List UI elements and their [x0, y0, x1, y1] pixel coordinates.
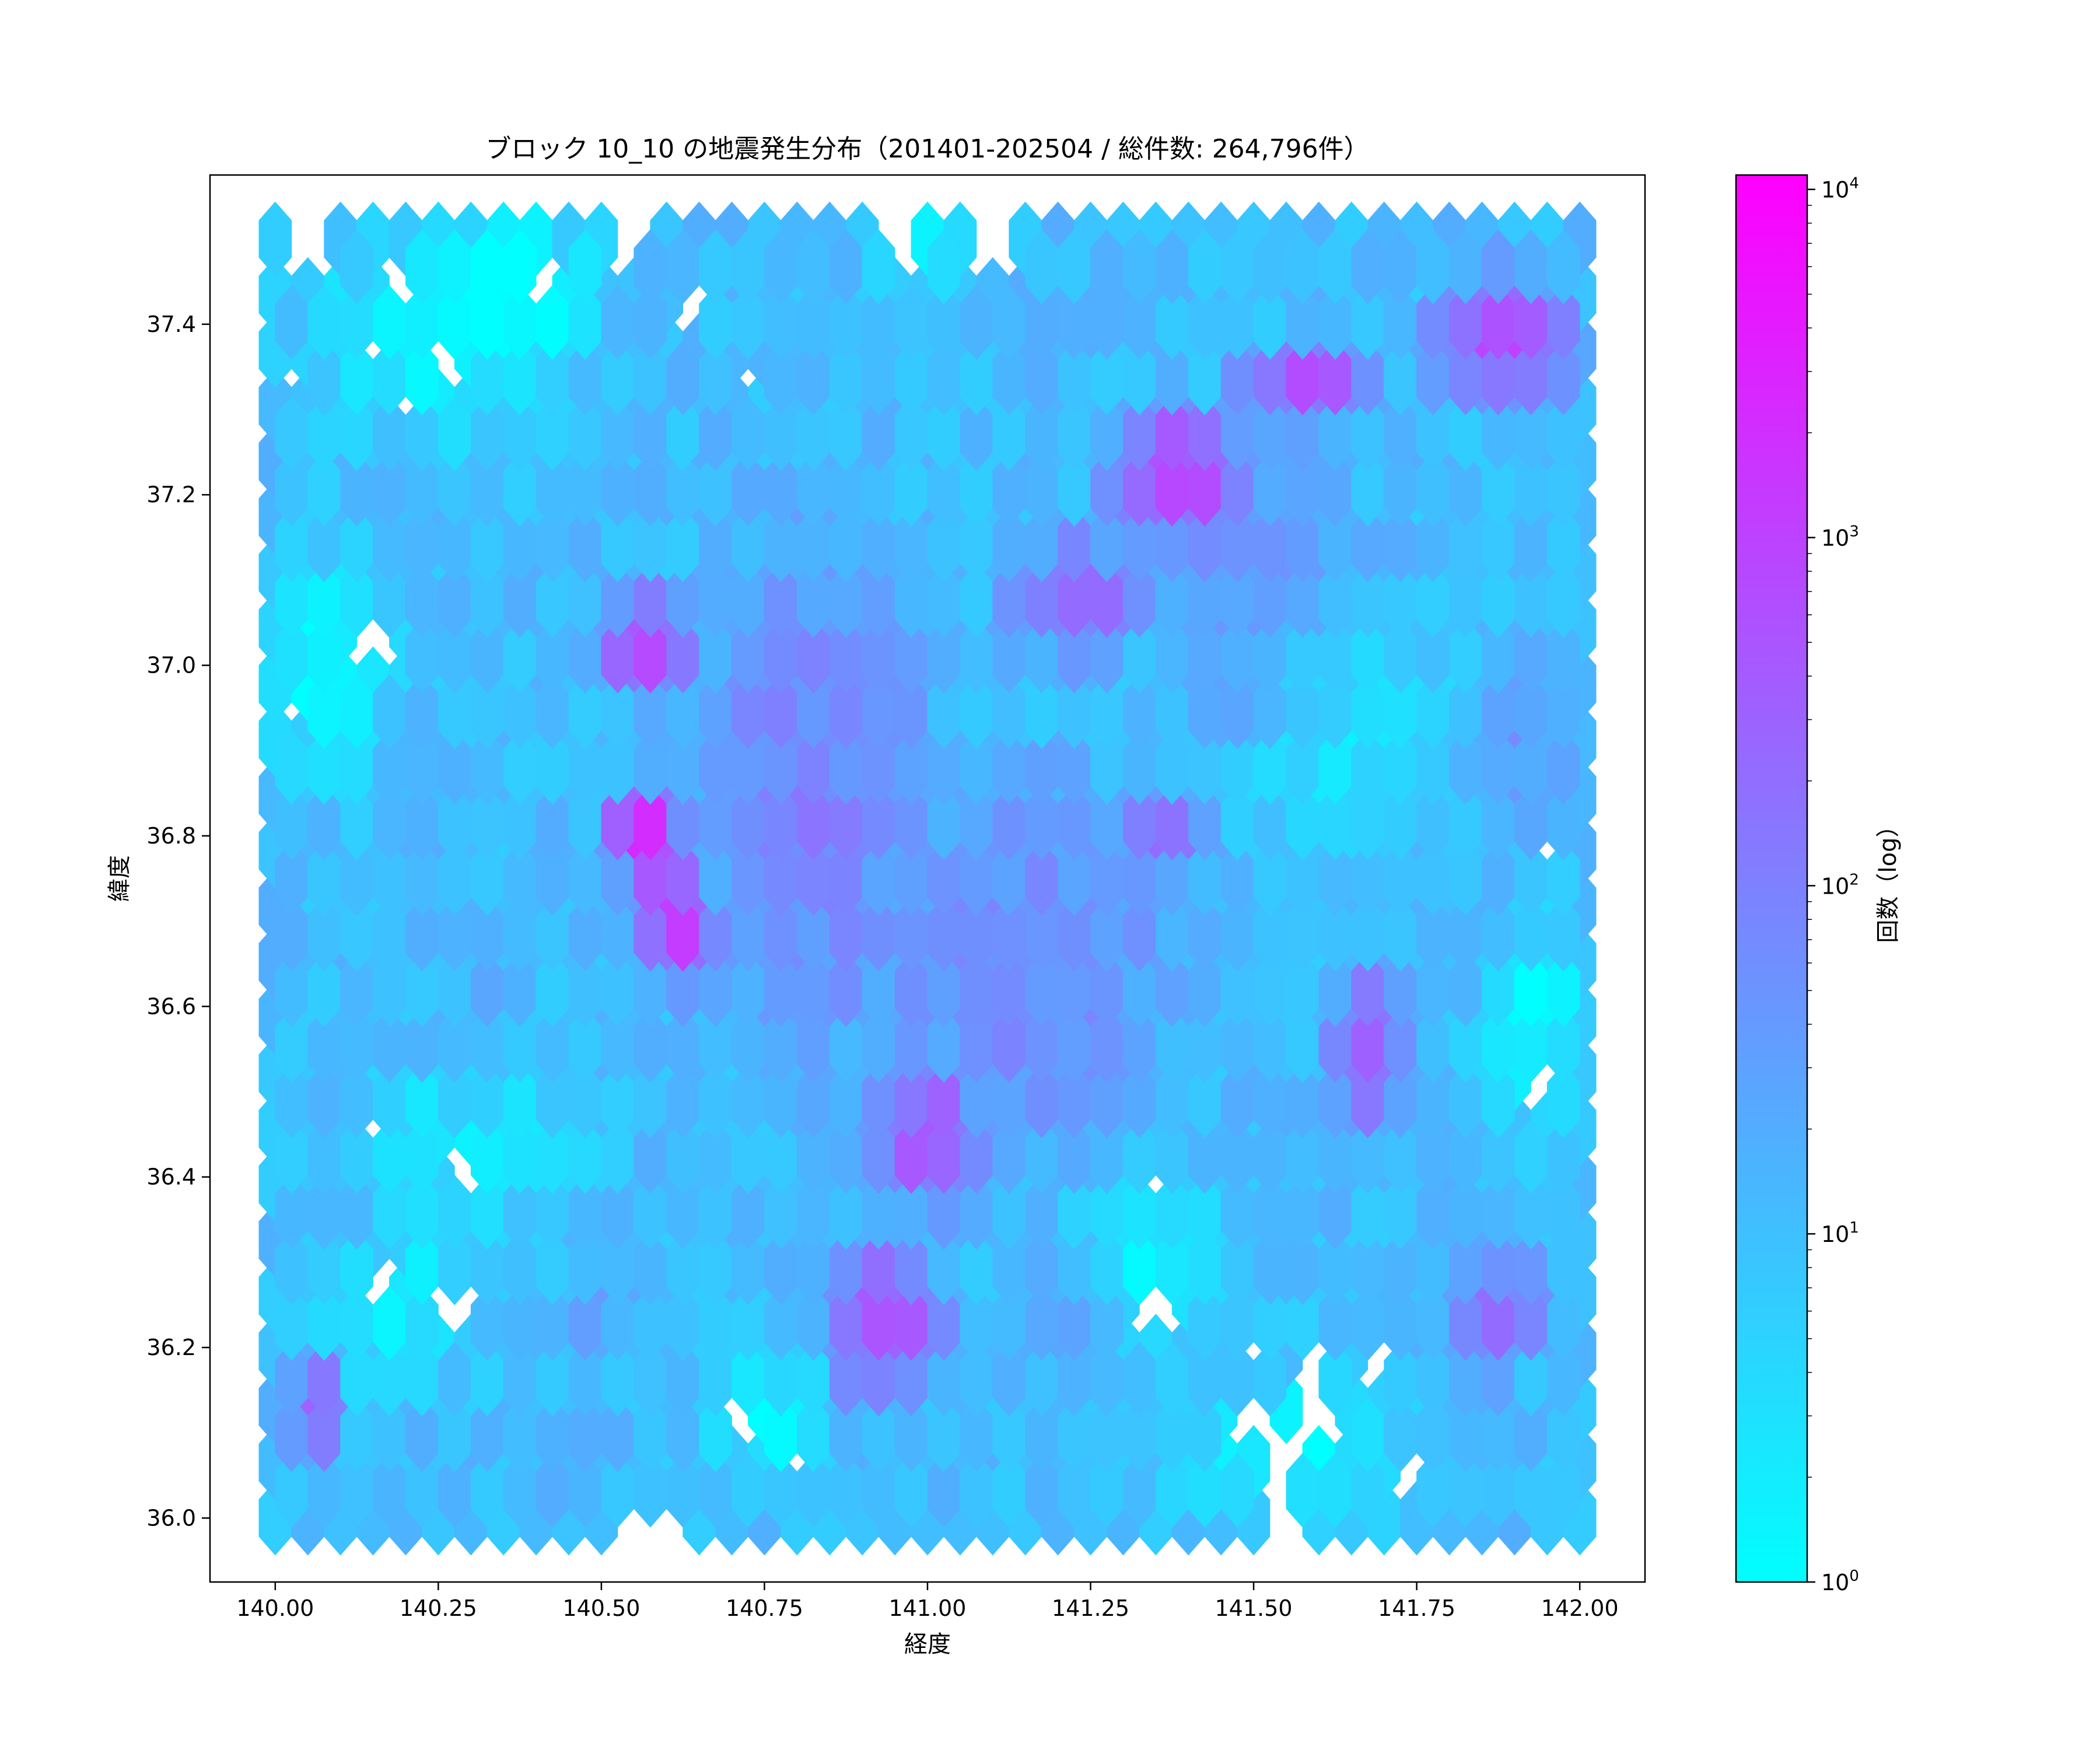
hex-cell — [1546, 285, 1580, 360]
hex-cell — [1482, 1063, 1515, 1139]
hex-cell — [1546, 618, 1580, 694]
colorbar-tick-label: 104 — [1821, 175, 1859, 203]
hex-cell — [258, 201, 292, 276]
hex-cell — [1546, 785, 1580, 860]
x-tick-label: 141.25 — [1052, 1595, 1129, 1621]
hex-cell — [1546, 1174, 1580, 1250]
hex-cell — [1546, 1341, 1580, 1417]
hex-cell — [1546, 507, 1580, 583]
colorbar-ticks: 100 101 102 103 104 — [1807, 175, 1859, 1595]
y-tick-label: 37.0 — [146, 653, 196, 678]
hex-cell — [405, 1286, 439, 1361]
y-tick-label: 36.0 — [146, 1505, 196, 1531]
hex-cell — [1546, 1286, 1580, 1361]
colorbar-label: 回数（log） — [1875, 814, 1902, 943]
y-tick-label: 36.4 — [146, 1164, 196, 1190]
hex-cell — [1546, 674, 1580, 750]
colorbar — [1735, 174, 1808, 1583]
hex-cell — [1546, 1452, 1580, 1528]
hex-cell — [1546, 841, 1580, 916]
colorbar-tick-label: 100 — [1821, 1567, 1859, 1595]
hex-cell — [1351, 1452, 1385, 1528]
hex-cell — [340, 1230, 373, 1306]
hex-cell — [1253, 1341, 1287, 1417]
hex-cell — [1220, 1452, 1254, 1528]
colorbar-tick-label: 103 — [1821, 523, 1859, 551]
x-tick-label: 141.00 — [889, 1595, 967, 1621]
x-axis-label: 経度 — [904, 1631, 951, 1658]
colorbar-tick-label: 102 — [1821, 871, 1859, 899]
y-tick-label: 36.6 — [146, 993, 196, 1019]
y-tick-label: 36.2 — [146, 1335, 196, 1360]
y-axis-ticks: 36.0 36.2 36.4 36.6 36.8 37.0 37.2 37.4 — [146, 312, 210, 1531]
hex-cell — [1546, 452, 1580, 527]
x-tick-label: 140.25 — [400, 1595, 477, 1621]
hex-cell — [1546, 1119, 1580, 1194]
hex-cell — [1546, 730, 1580, 805]
hex-cell — [307, 618, 341, 694]
y-tick-label: 37.2 — [146, 482, 196, 508]
hex-cell — [1546, 1007, 1580, 1083]
hex-cell — [1546, 396, 1580, 471]
hex-cell — [1546, 1397, 1580, 1472]
hex-cell — [1546, 563, 1580, 638]
y-tick-label: 36.8 — [146, 823, 196, 849]
hex-cell — [1546, 229, 1580, 304]
hex-cell — [503, 229, 537, 304]
hex-cell — [927, 229, 961, 304]
hex-cell — [699, 340, 732, 416]
hex-cell — [699, 1397, 732, 1472]
y-tick-label: 37.4 — [146, 312, 196, 337]
hex-cell — [1546, 897, 1580, 972]
hexbin-cells — [258, 201, 1597, 1556]
hex-cell — [1546, 340, 1580, 416]
x-tick-label: 141.50 — [1215, 1595, 1293, 1621]
hex-cell — [1546, 1063, 1580, 1139]
hex-cell — [340, 229, 373, 304]
x-axis-ticks: 140.00 140.25 140.50 140.75 141.00 141.25 141.… — [236, 1582, 1619, 1621]
x-tick-label: 140.50 — [562, 1595, 640, 1621]
colorbar-tick-label: 101 — [1821, 1219, 1859, 1247]
hex-cell — [1318, 1341, 1352, 1417]
hex-cell — [1546, 952, 1580, 1027]
x-tick-label: 141.75 — [1378, 1595, 1455, 1621]
hex-cell — [405, 340, 439, 416]
x-tick-label: 140.00 — [236, 1595, 314, 1621]
hex-cell — [405, 1119, 439, 1194]
hex-cell — [1546, 1230, 1580, 1306]
chart-title: ブロック 10_10 の地震発生分布（201401-202504 / 総件数: … — [485, 134, 1369, 164]
hex-cell — [1188, 1397, 1222, 1472]
x-tick-label: 142.00 — [1541, 1595, 1619, 1621]
hex-cell — [1090, 1286, 1124, 1361]
hex-cell — [862, 229, 895, 304]
hex-cell — [634, 285, 667, 360]
hex-cell — [568, 229, 602, 304]
y-axis-label: 緯度 — [106, 855, 133, 902]
x-tick-label: 140.75 — [726, 1595, 803, 1621]
